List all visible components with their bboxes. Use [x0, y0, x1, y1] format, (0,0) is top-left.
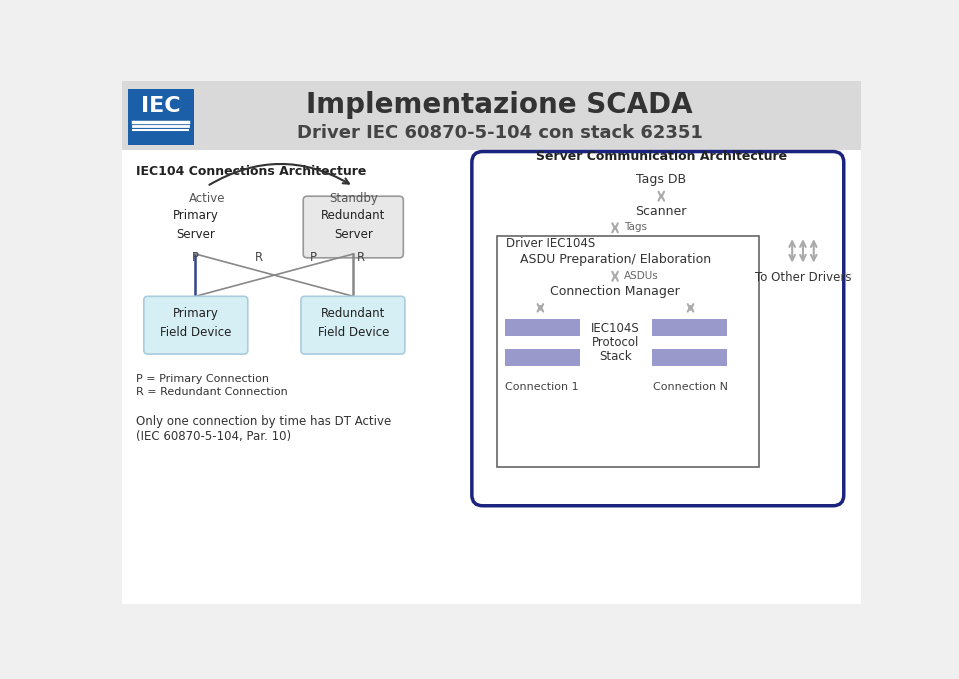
Text: IEC104S: IEC104S: [591, 322, 640, 335]
Text: Tags: Tags: [624, 222, 647, 232]
Text: Tags DB: Tags DB: [636, 172, 687, 186]
Text: Primary
Server: Primary Server: [173, 209, 219, 242]
Bar: [123, 150, 861, 604]
Text: Implementazione SCADA: Implementazione SCADA: [306, 92, 693, 120]
Text: (IEC 60870-5-104, Par. 10): (IEC 60870-5-104, Par. 10): [136, 430, 292, 443]
Text: Active: Active: [189, 192, 225, 205]
Text: Server Communication Architecture: Server Communication Architecture: [536, 149, 786, 163]
Text: Stack: Stack: [598, 350, 631, 363]
FancyBboxPatch shape: [472, 151, 844, 506]
Text: R = Redundant Connection: R = Redundant Connection: [136, 387, 288, 397]
Text: Connection Manager: Connection Manager: [550, 285, 680, 298]
Text: To Other Drivers: To Other Drivers: [755, 270, 852, 284]
Text: Driver IEC 60870-5-104 con stack 62351: Driver IEC 60870-5-104 con stack 62351: [296, 124, 703, 142]
Text: IEC: IEC: [141, 96, 180, 116]
Text: Protocol: Protocol: [592, 336, 639, 349]
Bar: [498, 236, 760, 467]
Text: Only one connection by time has DT Active: Only one connection by time has DT Activ…: [136, 416, 391, 428]
Text: Redundant
Field Device: Redundant Field Device: [317, 308, 389, 340]
Text: Standby: Standby: [329, 192, 378, 205]
Text: Primary
Field Device: Primary Field Device: [160, 308, 231, 340]
Text: Redundant
Server: Redundant Server: [321, 209, 386, 242]
Bar: [505, 319, 579, 336]
Text: Connection 1: Connection 1: [505, 382, 578, 392]
FancyBboxPatch shape: [301, 296, 405, 354]
Text: ASDUs: ASDUs: [624, 270, 659, 280]
Text: IEC104 Connections Architecture: IEC104 Connections Architecture: [136, 165, 366, 178]
Text: ASDU Preparation/ Elaboration: ASDU Preparation/ Elaboration: [520, 253, 711, 266]
FancyBboxPatch shape: [144, 296, 247, 354]
Bar: [505, 349, 579, 365]
Text: P: P: [310, 251, 316, 264]
Text: Driver IEC104S: Driver IEC104S: [505, 238, 595, 251]
Bar: [129, 89, 194, 145]
Text: P: P: [192, 251, 199, 264]
Bar: [123, 81, 861, 150]
Text: P = Primary Connection: P = Primary Connection: [136, 375, 269, 384]
Text: Connection N: Connection N: [653, 382, 728, 392]
Bar: [652, 319, 727, 336]
Text: R: R: [255, 251, 264, 264]
Bar: [652, 349, 727, 365]
Text: R: R: [357, 251, 365, 264]
Text: Scanner: Scanner: [636, 205, 687, 218]
FancyBboxPatch shape: [303, 196, 404, 258]
